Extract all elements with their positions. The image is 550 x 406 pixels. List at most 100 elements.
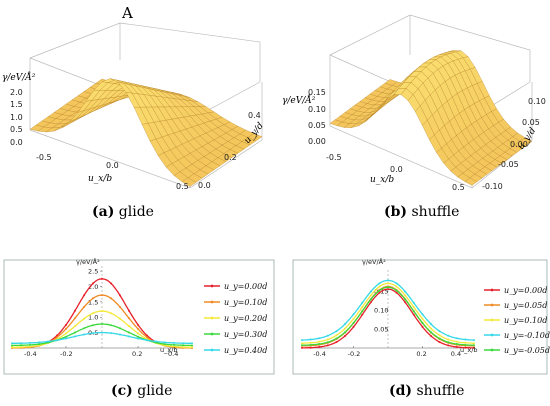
legend-marker	[210, 316, 214, 320]
data-point	[173, 343, 175, 346]
data-point	[101, 277, 103, 280]
y-tick-label: 1.5	[88, 298, 98, 306]
panel-d-line-chart: -0.4 -0.2 0.2 0.40.050.100.15 γ/eV/Å² u_x/b…	[292, 257, 550, 375]
panel-c-plot-area: -0.4-0.20.20.40.51.01.52.02.5	[11, 266, 193, 358]
data-point	[301, 339, 303, 342]
data-point	[65, 335, 67, 338]
data-point	[447, 334, 450, 337]
data-point	[378, 285, 381, 288]
legend-marker	[490, 318, 494, 322]
legend-marker	[210, 300, 214, 304]
data-point	[83, 306, 85, 308]
data-point	[74, 325, 76, 328]
data-point	[395, 285, 398, 288]
data-point	[421, 317, 424, 320]
data-point	[301, 342, 303, 345]
data-point	[352, 325, 355, 328]
data-point	[56, 334, 58, 337]
panel-b-x-tick: 0.0	[390, 165, 403, 174]
data-point	[301, 346, 303, 349]
data-point	[137, 335, 139, 338]
data-point	[335, 337, 338, 340]
panel-b-y-tick: 0.00	[510, 140, 528, 149]
data-point	[83, 333, 85, 336]
x-tick-label: -0.4	[313, 350, 326, 358]
data-point	[344, 335, 346, 337]
data-point	[20, 346, 22, 349]
data-point	[326, 344, 329, 347]
y-tick-label: 2.5	[88, 268, 98, 276]
legend-marker	[490, 288, 494, 292]
data-point	[146, 339, 148, 342]
panel-a-x-tick: 0.5	[176, 182, 189, 191]
panel-b-z-tick: 0.10	[308, 105, 326, 114]
data-point	[65, 327, 67, 330]
data-point	[74, 335, 76, 338]
data-point	[387, 286, 389, 289]
y-tick-label: 0.05	[374, 326, 388, 334]
data-point	[404, 290, 407, 293]
panel-c-legend: u_y=0.00d u_y=0.10d u_y=0.20d u_y=0.30d u_y=…	[204, 282, 267, 355]
x-tick-label: -0.2	[348, 350, 361, 358]
panel-a-z-tick: 0.0	[10, 138, 23, 147]
panel-c-x-axis-label: u_x/b	[160, 346, 178, 354]
data-point	[404, 294, 407, 297]
data-point	[101, 294, 103, 297]
series-line	[12, 278, 192, 349]
panel-b-z-tick: 0.00	[308, 137, 326, 146]
data-point	[56, 336, 58, 339]
data-point	[20, 344, 22, 347]
panel-b-y-tick: -0.10	[482, 182, 503, 191]
data-point	[309, 346, 312, 349]
data-point	[65, 332, 67, 335]
data-point	[11, 346, 13, 349]
data-point	[318, 340, 321, 343]
data-point	[29, 343, 31, 346]
data-point	[38, 343, 40, 346]
data-point	[101, 310, 103, 313]
data-point	[412, 310, 415, 313]
data-point	[182, 342, 184, 345]
data-point	[387, 288, 389, 291]
panel-a-x-tick: 0.0	[106, 161, 119, 170]
data-point	[378, 289, 381, 292]
panel-a-y-tick: 0.2	[224, 153, 237, 162]
legend-label: u_y=-0.05d	[504, 346, 550, 355]
data-point	[361, 301, 364, 304]
data-point	[47, 340, 49, 343]
data-point	[447, 341, 450, 344]
data-point	[352, 313, 355, 316]
data-point	[65, 337, 67, 340]
data-point	[128, 335, 130, 338]
data-point	[38, 341, 40, 344]
data-point	[352, 321, 355, 324]
data-point	[473, 346, 475, 349]
data-point	[430, 335, 432, 337]
surface-patch	[464, 177, 478, 186]
legend-label: u_y=-0.10d	[504, 331, 550, 340]
data-point	[404, 301, 407, 304]
data-point	[447, 338, 450, 341]
data-point	[11, 342, 13, 345]
x-tick-label: 0.4	[168, 350, 178, 358]
data-point	[128, 331, 130, 334]
data-point	[164, 343, 166, 346]
data-point	[65, 323, 67, 326]
panel-b-x-tick: -0.5	[326, 153, 342, 162]
legend-marker	[210, 332, 214, 336]
legend-marker	[490, 333, 494, 337]
panel-b-y-tick: -0.05	[498, 160, 519, 169]
panel-d-y-axis-label: γ/eV/Å²	[362, 257, 386, 266]
data-point	[412, 313, 415, 316]
data-point	[191, 344, 193, 347]
data-point	[110, 332, 112, 335]
data-point	[335, 334, 338, 337]
data-point	[146, 336, 148, 339]
data-point	[146, 334, 148, 337]
data-point	[430, 331, 432, 334]
caption-b: (b) shuffle	[384, 204, 460, 220]
data-point	[101, 323, 103, 325]
data-point	[430, 327, 432, 330]
panel-d-plot-area: -0.4 -0.2 0.2 0.40.050.100.15	[301, 270, 475, 358]
